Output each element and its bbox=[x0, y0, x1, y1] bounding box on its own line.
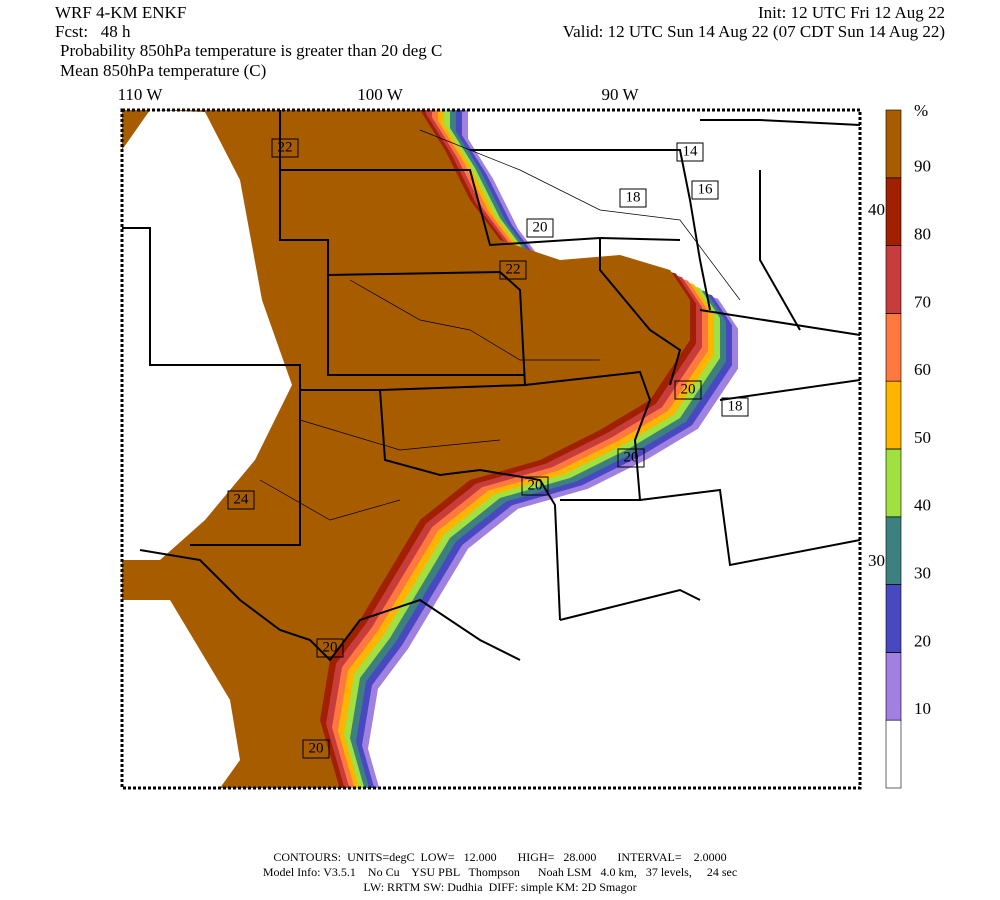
longitude-label: 90 W bbox=[602, 85, 640, 104]
contour-label-box bbox=[499, 260, 527, 280]
colorbar-tick-label: 10 bbox=[914, 699, 931, 718]
border bbox=[759, 170, 801, 331]
longitude-label: 110 W bbox=[118, 85, 164, 104]
border bbox=[279, 110, 527, 391]
contour-label-box bbox=[721, 397, 749, 417]
colorbar-band bbox=[885, 109, 902, 179]
contour-label-box bbox=[691, 180, 719, 200]
footer-line: LW: RRTM SW: Dudhia DIFF: simple KM: 2D … bbox=[363, 880, 636, 894]
border bbox=[639, 488, 860, 567]
contour-label: 20 bbox=[681, 381, 696, 397]
border bbox=[599, 238, 682, 386]
footer-line: CONTOURS: UNITS=degC LOW= 12.000 HIGH= 2… bbox=[273, 850, 726, 864]
valid-time: Valid: 12 UTC Sun 14 Aug 22 (07 CDT Sun … bbox=[563, 22, 945, 41]
border bbox=[719, 379, 860, 401]
colorbar-band bbox=[885, 448, 902, 518]
border bbox=[300, 389, 561, 621]
colorbar-band bbox=[885, 584, 902, 653]
contour-label-box bbox=[316, 638, 344, 658]
colorbar-band bbox=[885, 652, 902, 721]
colorbar-tick-label: 50 bbox=[914, 428, 931, 447]
temperature-contour bbox=[299, 419, 501, 451]
temperature-contour bbox=[349, 279, 600, 361]
colorbar-band bbox=[885, 177, 902, 246]
colorbar-band bbox=[885, 313, 902, 382]
contour-label: 18 bbox=[626, 189, 641, 205]
footer-line: Model Info: V3.5.1 No Cu YSU PBL Thompso… bbox=[263, 865, 737, 879]
colorbar-tick-label: 90 bbox=[914, 157, 931, 176]
contour-label-box bbox=[526, 218, 554, 238]
colorbar-tick-label: 20 bbox=[914, 631, 931, 650]
colorbar-tick-label: 70 bbox=[914, 292, 931, 311]
contour-label-box bbox=[302, 739, 330, 759]
colorbar-tick-label: 80 bbox=[914, 225, 931, 244]
low-probability-area bbox=[122, 110, 292, 560]
colorbar-tick-label: 40 bbox=[914, 496, 931, 515]
temperature-contour bbox=[259, 479, 401, 521]
contour-label: 20 bbox=[624, 449, 639, 465]
map-area bbox=[122, 110, 860, 788]
border bbox=[559, 588, 701, 621]
init-time: Init: 12 UTC Fri 12 Aug 22 bbox=[758, 3, 945, 22]
temperature-contour bbox=[419, 129, 741, 301]
colorbar-band bbox=[885, 380, 902, 450]
contour-label-box bbox=[271, 138, 299, 158]
border bbox=[524, 370, 652, 501]
contour-label-box bbox=[617, 448, 645, 468]
contour-label: 22 bbox=[278, 139, 293, 155]
contour-label-box bbox=[676, 142, 704, 162]
border bbox=[700, 119, 860, 126]
model-title: WRF 4-KM ENKF bbox=[55, 3, 186, 22]
forecast-hour: Fcst: 48 h bbox=[55, 22, 131, 41]
border bbox=[699, 309, 860, 336]
contour-label-box bbox=[674, 380, 702, 400]
contour-label: 20 bbox=[309, 740, 324, 756]
border bbox=[280, 169, 681, 247]
contour-label: 18 bbox=[728, 398, 743, 414]
border bbox=[327, 275, 525, 376]
contour-label: 16 bbox=[698, 181, 714, 197]
contour-label: 20 bbox=[323, 639, 338, 655]
colorbar-band bbox=[885, 245, 902, 314]
colorbar-band bbox=[885, 516, 902, 585]
colorbar-unit: % bbox=[914, 101, 928, 120]
colorbar-tick-label: 60 bbox=[914, 360, 931, 379]
contour-label-box bbox=[227, 490, 255, 510]
contour-label: 24 bbox=[234, 491, 250, 507]
contour-label: 20 bbox=[528, 477, 543, 493]
contour-label-box bbox=[619, 188, 647, 208]
colorbar-band bbox=[885, 719, 902, 789]
border bbox=[139, 549, 521, 662]
contour-title: Mean 850hPa temperature (C) bbox=[60, 61, 266, 80]
contour-label: 20 bbox=[533, 219, 548, 235]
contour-label: 14 bbox=[683, 143, 699, 159]
border bbox=[122, 227, 301, 546]
map-frame bbox=[120, 108, 862, 790]
longitude-label: 100 W bbox=[357, 85, 403, 104]
field-title: Probability 850hPa temperature is greate… bbox=[60, 41, 442, 60]
border bbox=[470, 149, 711, 311]
map-overlay: 22 14 16 18 20 22 20 18 20 20 24 20 20 bbox=[227, 138, 749, 759]
low-probability-area bbox=[122, 600, 240, 788]
colorbar-tick-label: 30 bbox=[914, 564, 931, 583]
contour-label: 22 bbox=[506, 261, 521, 277]
contour-label-box bbox=[521, 476, 549, 496]
